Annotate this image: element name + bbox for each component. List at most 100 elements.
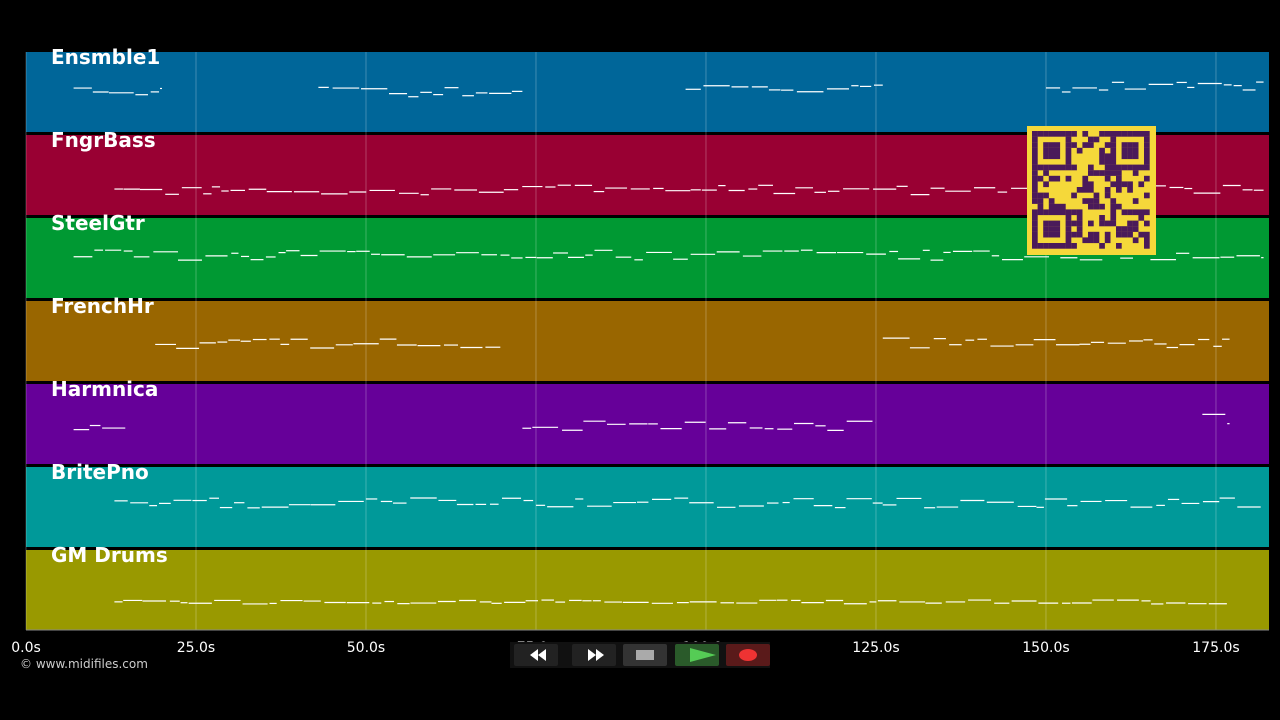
qr-module (1132, 226, 1139, 232)
qr-module (1032, 231, 1038, 238)
qr-module (1144, 131, 1150, 137)
qr-module (1043, 131, 1049, 137)
qr-module (1104, 192, 1111, 199)
qr-module (1032, 243, 1038, 249)
qr-module (1099, 159, 1105, 165)
qr-module (1110, 153, 1117, 160)
qr-module (1127, 153, 1133, 160)
qr-module (1110, 159, 1117, 165)
qr-module (1060, 209, 1066, 216)
track-name: FrenchHr (51, 294, 154, 318)
qr-module (1043, 209, 1049, 216)
qr-module (1132, 209, 1139, 216)
qr-module (1099, 220, 1105, 227)
qr-module (1032, 147, 1038, 154)
qr-module (1088, 164, 1094, 171)
qr-module (1060, 203, 1066, 210)
qr-module (1116, 131, 1122, 137)
qr-module (1032, 181, 1038, 188)
qr-module (1110, 131, 1117, 137)
qr-module (1071, 231, 1077, 238)
qr-module (1065, 231, 1072, 238)
track-lane (26, 550, 1269, 630)
qr-module (1065, 142, 1072, 148)
qr-module (1032, 220, 1038, 227)
qr-module (1088, 142, 1094, 148)
controls (510, 642, 770, 668)
qr-module (1144, 231, 1150, 238)
qr-module (1132, 164, 1139, 171)
qr-module (1144, 192, 1150, 199)
qr-module (1138, 209, 1145, 216)
qr-module (1121, 231, 1128, 238)
qr-module (1110, 181, 1117, 188)
qr-module (1048, 226, 1055, 232)
qr-module (1127, 164, 1133, 171)
play-icon (690, 648, 716, 662)
qr-module (1032, 164, 1038, 171)
qr-module (1071, 164, 1077, 171)
qr-module (1065, 147, 1072, 154)
tick-label: 125.0s (852, 640, 899, 656)
qr-module (1043, 192, 1049, 199)
qr-module (1032, 215, 1038, 221)
qr-module (1065, 220, 1072, 227)
qr-module (1127, 209, 1133, 216)
qr-module (1121, 153, 1128, 160)
qr-module (1037, 243, 1044, 249)
qr-module (1082, 187, 1089, 193)
qr-module (1076, 220, 1083, 227)
qr-module (1032, 226, 1038, 232)
qr-module (1099, 203, 1105, 210)
tick-label: 0.0s (11, 640, 41, 656)
qr-module (1082, 142, 1089, 148)
track-name: SteelGtr (51, 211, 145, 235)
qr-module (1132, 142, 1139, 148)
qr-module (1048, 231, 1055, 238)
qr-module (1065, 131, 1072, 137)
qr-module (1088, 220, 1094, 227)
qr-module (1065, 215, 1072, 221)
qr-module (1121, 164, 1128, 171)
qr-module (1099, 147, 1105, 154)
qr-module (1144, 142, 1150, 148)
qr-module (1104, 175, 1111, 182)
qr-module (1032, 170, 1038, 176)
qr-module (1088, 136, 1094, 143)
qr-module (1138, 181, 1145, 188)
track-name: BritePno (51, 460, 149, 484)
qr-module (1043, 226, 1049, 232)
qr-module (1116, 243, 1122, 249)
track-name: Ensmble1 (51, 45, 160, 69)
qr-module (1065, 136, 1072, 143)
qr-module (1099, 243, 1105, 249)
qr-module (1104, 231, 1111, 238)
qr-module (1093, 192, 1100, 199)
qr-module (1121, 147, 1128, 154)
qr-module (1127, 142, 1133, 148)
qr-module (1082, 181, 1089, 188)
qr-module (1104, 159, 1111, 165)
qr-module (1127, 131, 1133, 137)
qr-module (1088, 181, 1094, 188)
qr-module (1121, 226, 1128, 232)
qr-module (1071, 131, 1077, 137)
qr-module (1032, 209, 1038, 216)
qr-module (1048, 209, 1055, 216)
qr-module (1093, 198, 1100, 204)
qr-module (1032, 142, 1038, 148)
qr-module (1043, 220, 1049, 227)
qr-module (1082, 237, 1089, 244)
qr-module (1132, 237, 1139, 244)
track-name: GM Drums (51, 543, 168, 567)
qr-module (1076, 209, 1083, 216)
qr-module (1048, 147, 1055, 154)
qr-module (1088, 203, 1094, 210)
qr-module (1043, 243, 1049, 249)
qr-module (1043, 170, 1049, 176)
qr-module (1127, 181, 1133, 188)
qr-module (1127, 220, 1133, 227)
stop-icon (636, 650, 654, 660)
rewind-icon (530, 649, 546, 661)
